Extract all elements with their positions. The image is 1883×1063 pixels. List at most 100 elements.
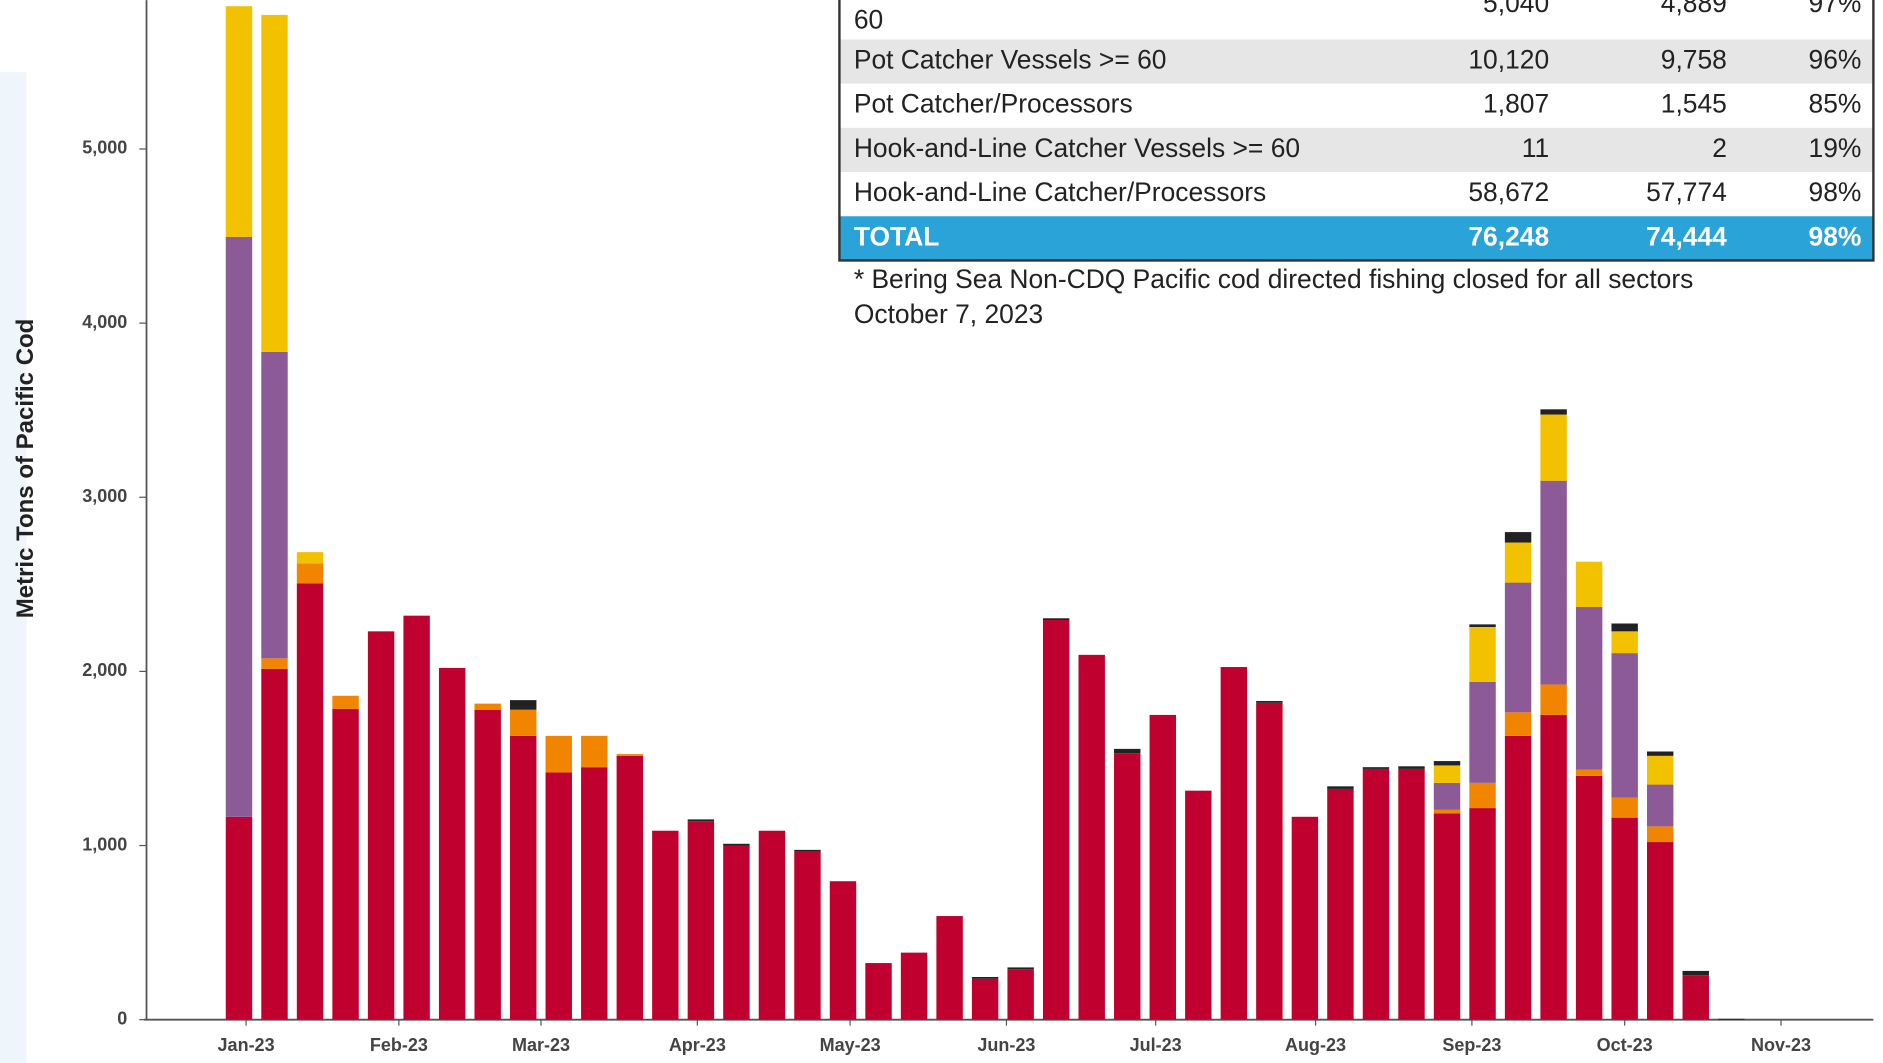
y-axis-label: Metric Tons of Pacific Cod [12, 319, 39, 619]
x-tick-label: Apr-23 [669, 1035, 726, 1055]
footnote: * Bering Sea Non-CDQ Pacific cod directe… [854, 264, 1694, 294]
bar-segment [1256, 702, 1283, 1020]
bar-segment [1682, 970, 1709, 976]
table-cell: 96% [1809, 45, 1862, 75]
bar-segment [261, 351, 288, 659]
bar-segment [1575, 775, 1603, 1020]
side-strip [0, 72, 27, 1063]
bar-segment [225, 6, 253, 237]
bar-segment [1398, 766, 1425, 769]
bar-segment [794, 849, 821, 852]
bar-segment [1469, 624, 1496, 627]
bar-segment [1007, 969, 1034, 1020]
bar-segment [1504, 542, 1532, 583]
bar-segment [581, 767, 608, 1020]
bar-segment [865, 963, 892, 1020]
bar-segment [1433, 761, 1461, 766]
bar-segment [687, 821, 715, 1020]
x-tick-label: Jan-23 [218, 1035, 275, 1055]
table-cell: 5,040 [1483, 0, 1549, 18]
bar-segment [1291, 816, 1319, 1020]
bar-segment [1540, 414, 1567, 481]
x-tick-label: Jun-23 [977, 1035, 1035, 1055]
bar-segment [545, 772, 572, 1020]
bar-segment [1078, 654, 1105, 1020]
table-cell: 1,545 [1661, 89, 1727, 119]
bar-segment [225, 816, 253, 1020]
bar-segment [1575, 606, 1603, 770]
table-cell: 97% [1809, 0, 1862, 18]
bar-segment [1718, 1018, 1745, 1020]
bar-segment [1185, 790, 1212, 1020]
bar-segment [332, 695, 359, 709]
bar-segment [1362, 768, 1390, 1020]
bar-segment [1540, 684, 1567, 715]
bar-segment [1504, 582, 1532, 713]
bar-segment [1646, 755, 1674, 785]
bar-segment [1682, 975, 1709, 1020]
table-cell: 85% [1809, 89, 1862, 119]
bar-segment [261, 14, 288, 352]
bar-segment [1042, 620, 1070, 1020]
bar-segment [296, 563, 324, 584]
table-cell: Pot Catcher/Processors [854, 89, 1133, 119]
bar-segment [1256, 700, 1283, 703]
bar-segment [261, 658, 288, 669]
x-tick-label: Sep-23 [1442, 1035, 1501, 1055]
x-tick-label: Jul-23 [1130, 1035, 1182, 1055]
bar-segment [1469, 626, 1496, 682]
table-cell: 2 [1712, 133, 1727, 163]
table-row [839, 216, 1874, 261]
bar-segment [296, 552, 324, 564]
bar-segment [545, 735, 572, 773]
table-cell: 98% [1809, 221, 1862, 251]
bar-segment [474, 709, 501, 1020]
y-tick-label: 3,000 [82, 486, 127, 506]
bar-segment [1504, 735, 1532, 1020]
bar-segment [687, 819, 715, 822]
bar-segment [1646, 751, 1674, 756]
y-tick-label: 2,000 [82, 660, 127, 680]
x-tick-label: Feb-23 [370, 1035, 428, 1055]
bar-segment [1114, 748, 1141, 754]
bar-segment [1646, 842, 1674, 1020]
bar-segment [1362, 767, 1390, 769]
bar-segment [1575, 769, 1603, 776]
bar-segment [900, 952, 928, 1020]
table-cell: 74,444 [1646, 221, 1727, 251]
bar-segment [1540, 714, 1567, 1020]
x-tick-label: May-23 [820, 1035, 881, 1055]
table-cell: 60 [854, 5, 883, 35]
bar-segment [616, 754, 644, 756]
bar-segment [1504, 532, 1532, 543]
table-row [839, 83, 1874, 128]
table-border [838, 0, 1875, 262]
bar-segment [1433, 813, 1461, 1020]
bar-segment [296, 583, 324, 1020]
table-row [839, 127, 1874, 173]
bar-segment [971, 976, 999, 979]
bar-segment [723, 845, 750, 1020]
bar-segment [1575, 561, 1603, 607]
bar-segment [1646, 784, 1674, 827]
x-tick-label: Oct-23 [1597, 1035, 1653, 1055]
bar-segment [1646, 826, 1674, 843]
bar-segment [1611, 797, 1638, 818]
table-cell: 11 [1522, 133, 1549, 163]
table-row [839, 39, 1874, 84]
y-tick-label: 0 [117, 1008, 127, 1028]
y-tick-label: 4,000 [82, 312, 127, 332]
bar-segment [1220, 667, 1248, 1020]
table-cell: 4,889 [1661, 0, 1727, 18]
bar-segment [1433, 809, 1461, 814]
table-row [839, 0, 1874, 40]
bar-segment [1469, 681, 1496, 783]
table-cell: Hook-and-Line Catcher/Processors [854, 177, 1266, 207]
bar-segment [225, 236, 253, 817]
bar-segment [1327, 788, 1354, 1020]
bar-segment [1007, 967, 1034, 970]
table-cell: Hook-and-Line Catcher Vessels >= 60 [854, 133, 1300, 163]
bar-segment [1433, 782, 1461, 810]
table-cell: Pot Catcher Vessels >= 60 [854, 45, 1167, 75]
bar-segment [510, 700, 537, 710]
